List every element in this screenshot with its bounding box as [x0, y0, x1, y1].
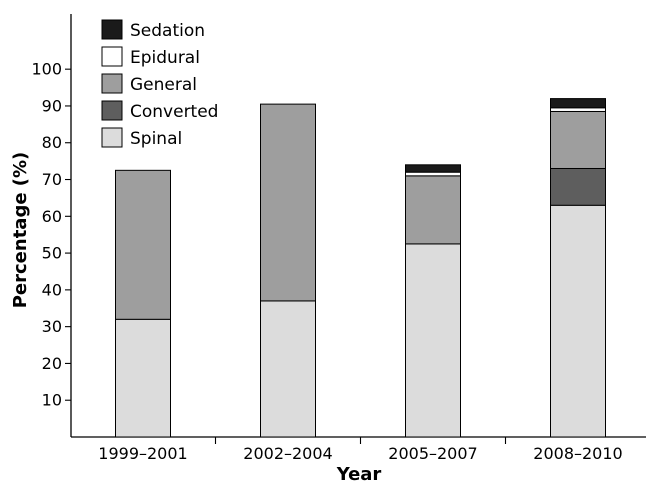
- y-tick-label: 100: [31, 60, 62, 79]
- bar-segment-general: [115, 169, 171, 320]
- bar-segment-sedation: [550, 98, 606, 109]
- bar-segment-general: [405, 175, 461, 245]
- y-tick-label: 50: [42, 244, 62, 263]
- y-tick-label: 70: [42, 170, 62, 189]
- legend-label: General: [130, 75, 197, 95]
- y-tick-label: 20: [42, 354, 62, 373]
- bars: [115, 98, 606, 438]
- x-tick-label: 1999–2001: [98, 444, 187, 463]
- legend-label: Converted: [130, 102, 218, 122]
- bar-segment-epidural: [550, 107, 606, 112]
- bar-segment-general: [550, 110, 606, 169]
- legend-swatch: [101, 46, 123, 67]
- bar-segment-sedation: [405, 164, 461, 173]
- bar-segment-spinal: [260, 300, 316, 438]
- y-axis-title: Percentage (%): [10, 152, 31, 309]
- legend-label: Spinal: [130, 129, 182, 149]
- x-tick-label: 2005–2007: [388, 444, 477, 463]
- legend-swatch: [101, 100, 123, 121]
- y-tick-label: 60: [42, 207, 62, 226]
- legend-label: Epidural: [130, 48, 200, 68]
- bar-segment-converted: [550, 167, 606, 206]
- bar-segment-spinal: [115, 318, 171, 438]
- x-tick-label: 2008–2010: [533, 444, 622, 463]
- y-tick-label: 80: [42, 133, 62, 152]
- legend-swatch: [101, 19, 123, 40]
- bar-segment-epidural: [405, 171, 461, 177]
- bar-segment-general: [260, 103, 316, 302]
- legend-label: Sedation: [130, 21, 205, 41]
- legend-swatch: [101, 73, 123, 94]
- bar-segment-spinal: [405, 243, 461, 438]
- legend-swatch: [101, 127, 123, 148]
- legend: Sedation Epidural General Converted Spinal: [101, 19, 218, 149]
- y-tick-label: 10: [42, 391, 62, 410]
- axes: 10 20 30 40 50 60 70 80 90 100 1999–2001 2002–2004 2…: [31, 14, 646, 463]
- y-tick-label: 30: [42, 317, 62, 336]
- x-tick-label: 2002–2004: [243, 444, 332, 463]
- y-tick-label: 40: [42, 280, 62, 299]
- x-axis-title: Year: [336, 464, 382, 485]
- y-tick-label: 90: [42, 96, 62, 115]
- bar-segment-spinal: [550, 204, 606, 438]
